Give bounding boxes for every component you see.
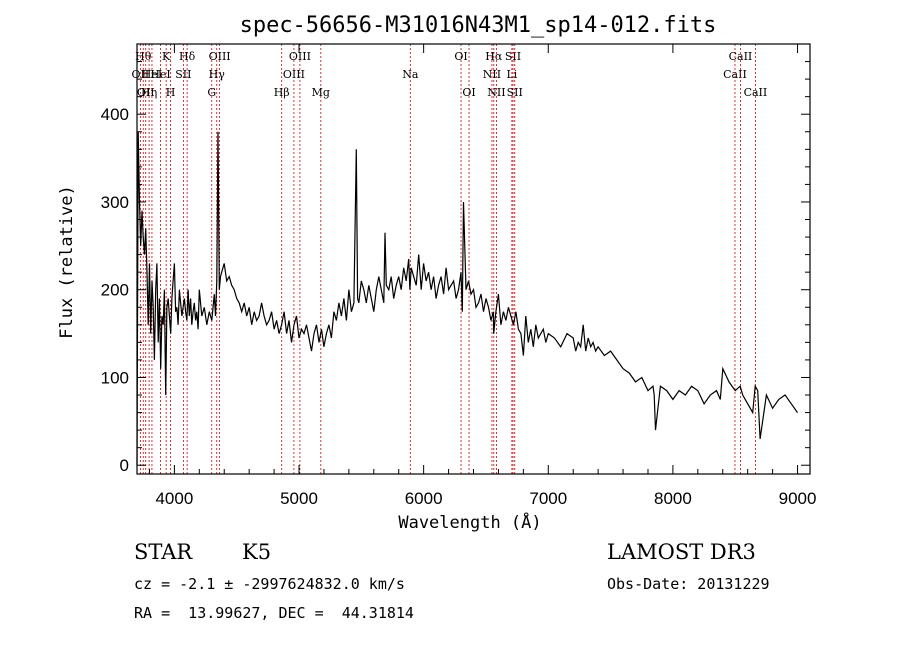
- object-class: STAR: [134, 540, 193, 564]
- line-marker-label: NII: [487, 86, 505, 99]
- y-tick-label: 300: [101, 193, 129, 212]
- line-marker-label: OII: [137, 86, 155, 99]
- survey-name: LAMOST DR3: [607, 540, 756, 564]
- line-marker-label: Hη: [141, 86, 157, 99]
- x-tick-label: 6000: [405, 489, 443, 508]
- line-marker-label: OI: [454, 50, 467, 63]
- line-marker-label: OII: [132, 68, 150, 81]
- x-axis-label: Wavelength (Å): [398, 511, 541, 533]
- y-axis-ticks: 0 100 200 300 400: [101, 61, 810, 475]
- object-subclass: K5: [242, 540, 272, 564]
- line-marker-label: Na: [402, 68, 419, 81]
- x-tick-label: 8000: [654, 489, 692, 508]
- redshift-text: cz = -2.1 ± -2997624832.0 km/s: [134, 575, 405, 593]
- line-marker-label: CaII: [729, 50, 753, 63]
- line-marker-label: OIII: [209, 50, 231, 63]
- line-marker-label: SII: [175, 68, 191, 81]
- line-marker-label: Hδ: [179, 50, 196, 63]
- x-tick-label: 5000: [280, 489, 318, 508]
- line-marker-label: Hγ: [209, 68, 226, 81]
- obs-date: Obs-Date: 20131229: [607, 575, 770, 593]
- line-marker-label: HeI: [142, 68, 162, 81]
- chart-title: spec-56656-M31016N43M1_sp14-012.fits: [240, 13, 717, 38]
- line-marker-label: Mg: [312, 86, 330, 99]
- coordinates: RA = 13.99627, DEC = 44.31814: [134, 604, 414, 622]
- spectrum-line: [136, 131, 798, 466]
- line-marker-label: SII: [505, 50, 521, 63]
- line-marker-label: G: [207, 86, 216, 99]
- line-marker-label: CaII: [744, 86, 768, 99]
- line-marker-label: Hβ: [274, 86, 290, 99]
- y-tick-label: 100: [101, 368, 129, 387]
- y-tick-label: 0: [120, 456, 129, 475]
- line-marker-label: Hθ: [135, 50, 152, 63]
- y-tick-label: 200: [101, 281, 129, 300]
- line-marker-label: NII: [483, 68, 501, 81]
- line-marker-label: SII: [507, 86, 523, 99]
- y-tick-label: 400: [101, 105, 129, 124]
- line-marker-label: OIII: [289, 50, 311, 63]
- line-marker-label: OIII: [283, 68, 305, 81]
- y-axis-label: Flux (relative): [57, 185, 77, 339]
- line-marker-label: K: [162, 50, 171, 63]
- line-marker-label: HeI: [150, 68, 170, 81]
- line-marker-label: OI: [462, 86, 475, 99]
- x-tick-label: 4000: [155, 489, 193, 508]
- x-axis-ticks: 4000 5000 6000 7000 8000 9000: [148, 44, 817, 508]
- line-marker-label: CaII: [723, 68, 747, 81]
- line-marker-label: Hα: [485, 50, 503, 63]
- x-tick-label: 9000: [779, 489, 817, 508]
- spectral-line-markers: OIIHθOIIHηHeIHeIKHSIIHδGHγOIIIHβOIIIOIII…: [132, 44, 768, 474]
- line-marker-label: Li: [506, 68, 517, 81]
- line-marker-label: H: [166, 86, 176, 99]
- plot-frame: [136, 43, 811, 475]
- x-tick-label: 7000: [529, 489, 567, 508]
